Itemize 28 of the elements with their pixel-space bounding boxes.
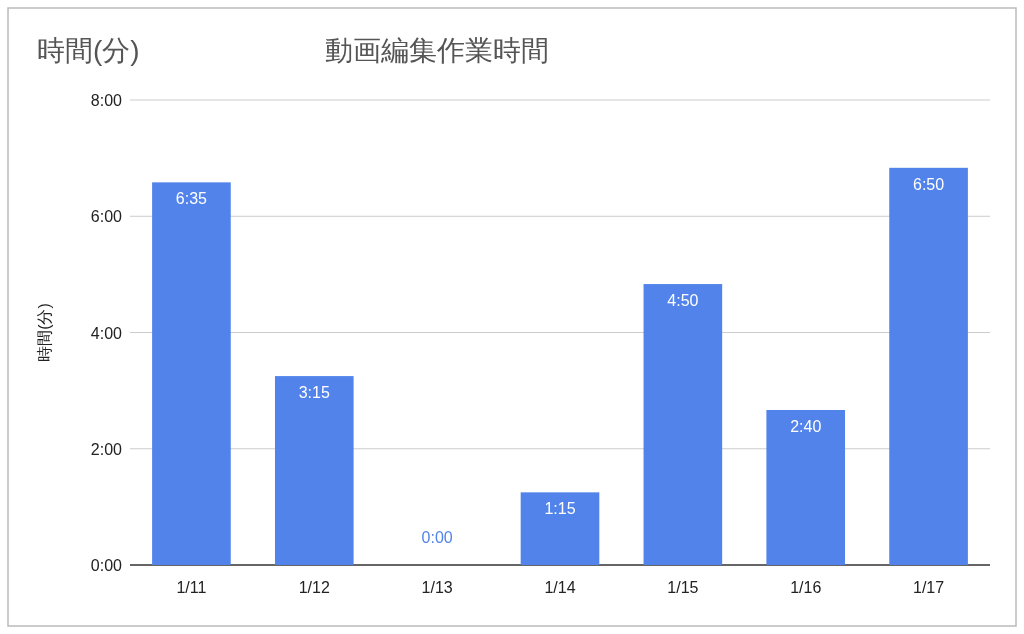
y-tick-label: 2:00 (90, 440, 123, 458)
x-tick-label: 1/17 (913, 579, 945, 596)
data-label: 4:50 (667, 292, 699, 310)
bar (520, 492, 600, 565)
data-label: 2:40 (790, 418, 822, 435)
text: 時間(分) (37, 35, 140, 66)
y-axis-title: 時間(分) (36, 303, 53, 362)
chart-title: 動画編集作業時間 (325, 35, 549, 66)
bar (274, 376, 354, 565)
x-tick-label: 1/15 (667, 579, 699, 596)
y-tick-label: 8:00 (90, 92, 123, 109)
y-tick-label: 0:00 (90, 557, 123, 574)
bar (889, 167, 968, 565)
data-label: 6:50 (913, 175, 945, 193)
bar (152, 182, 231, 565)
x-tick-label: 1/11 (176, 579, 207, 596)
x-tick-label: 1/16 (790, 579, 822, 596)
data-label: 1:15 (544, 500, 576, 518)
x-tick-label: 1/13 (421, 579, 453, 596)
data-label: 0:00 (421, 529, 453, 546)
y-tick-label: 6:00 (90, 208, 123, 226)
x-tick-label: 1/12 (298, 579, 330, 596)
bar (643, 284, 723, 565)
y-tick-label: 4:00 (90, 324, 123, 342)
data-label: 6:35 (175, 190, 208, 208)
x-tick-label: 1/14 (544, 579, 576, 596)
data-label: 3:15 (298, 384, 330, 402)
bar (766, 410, 846, 565)
